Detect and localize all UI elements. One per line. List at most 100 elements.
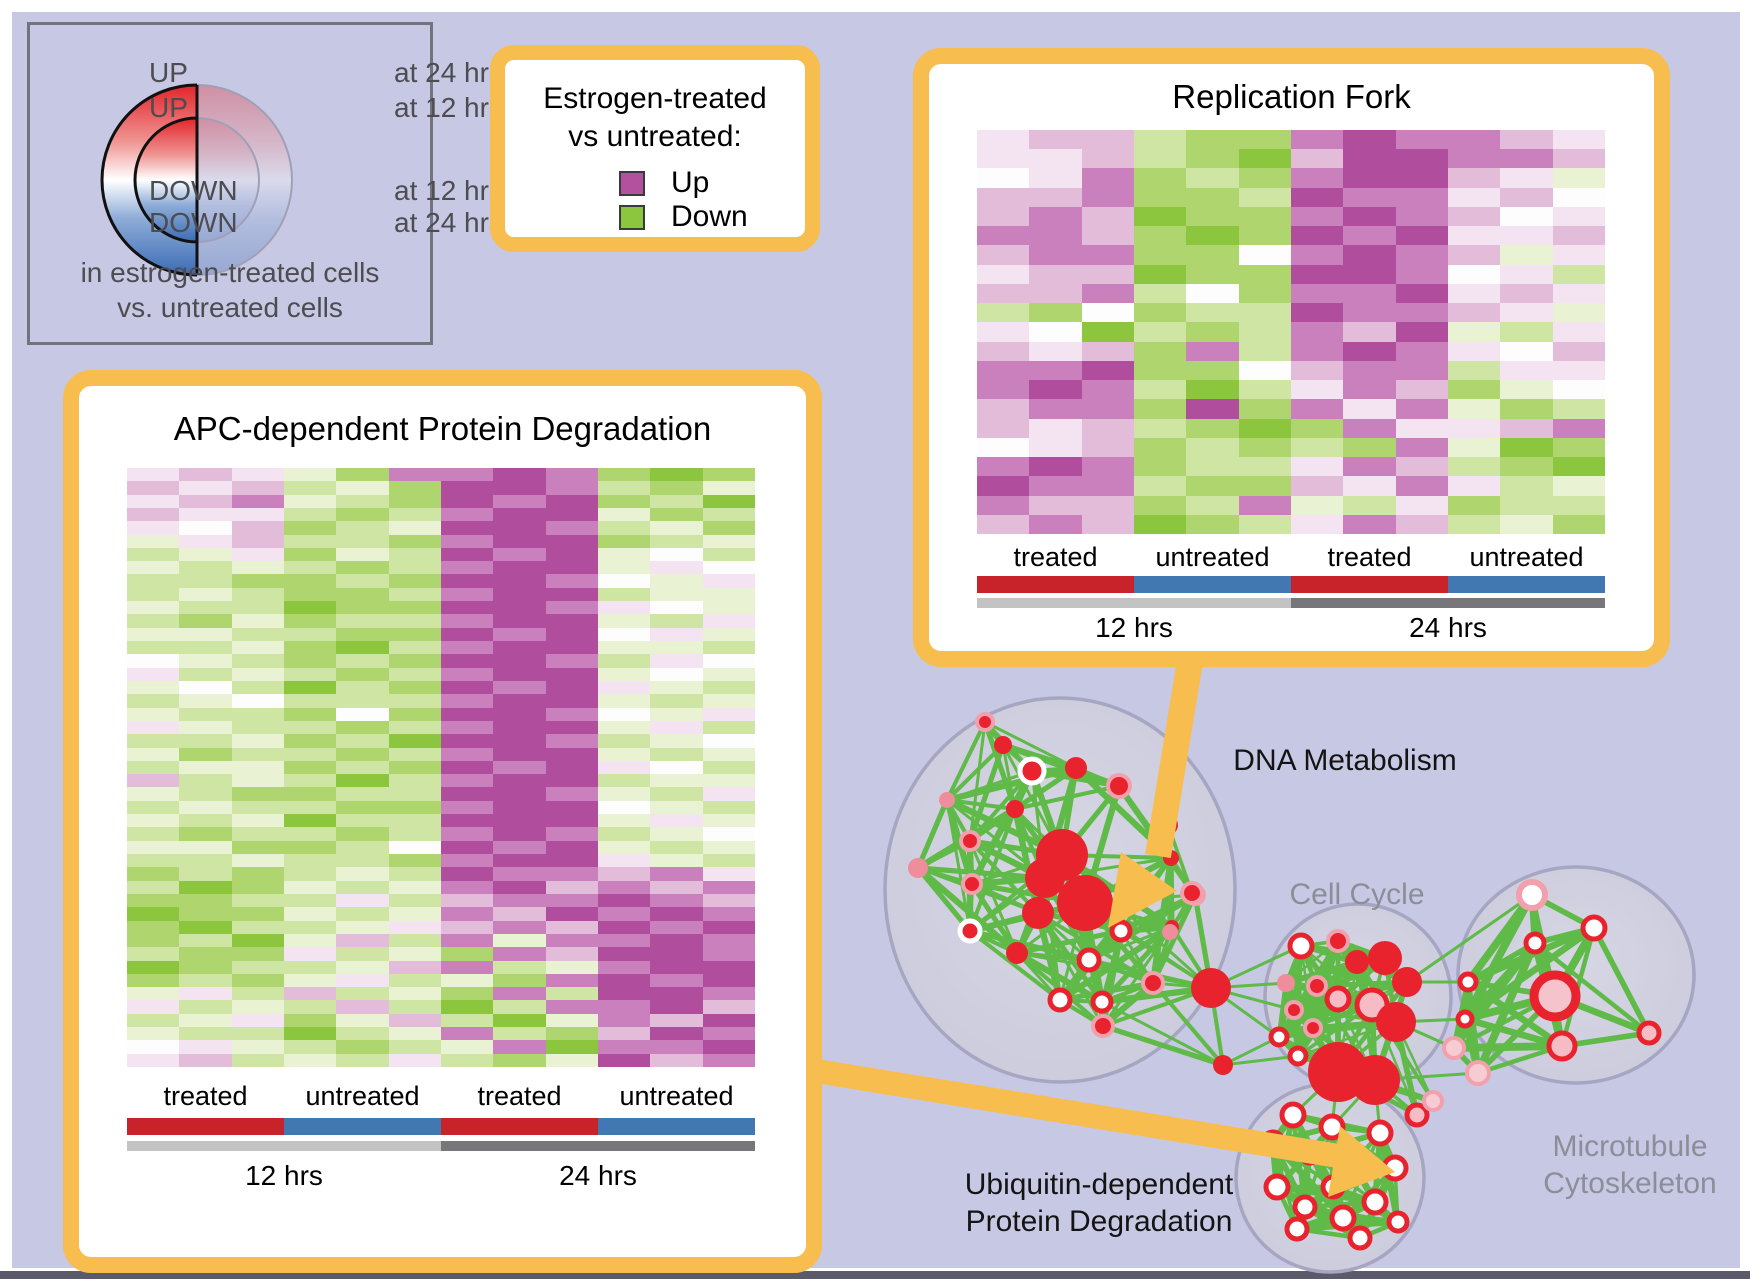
heatmap-cell (388, 987, 441, 1001)
heatmap-cell (702, 747, 755, 761)
heatmap-cell (650, 747, 703, 761)
gene-node-ring (1109, 919, 1133, 943)
heatmap-cell (1290, 380, 1344, 400)
heatmap-cell (127, 587, 180, 602)
heatmap-cell (1343, 322, 1396, 342)
heatmap-cell (440, 973, 494, 988)
edge (1406, 893, 1533, 984)
heatmap-cell (179, 1053, 232, 1067)
heatmap-cell (1395, 283, 1448, 304)
heatmap-cell (597, 920, 651, 934)
heatmap-cell (1133, 476, 1187, 496)
heatmap-cell (283, 933, 337, 948)
gene-node-palering (1422, 1090, 1444, 1112)
heatmap-cell (977, 226, 1030, 246)
heatmap-cell (977, 380, 1030, 400)
heatmap-cell (1395, 206, 1448, 227)
heatmap-cell (597, 1040, 651, 1054)
gene-node-ring (1455, 1009, 1475, 1029)
gene-node-solid (1345, 950, 1369, 974)
heatmap-cell (493, 840, 546, 855)
heatmap-cell (127, 747, 180, 761)
gene-node-solid (1057, 875, 1113, 931)
heatmap-cell (388, 667, 441, 681)
heatmap-cell (179, 561, 232, 575)
heatmap-cell (1447, 457, 1501, 477)
heatmap-cell (1186, 303, 1239, 323)
heatmap-cell (388, 827, 441, 841)
heatmap-cell (650, 1053, 703, 1067)
edge (1222, 1054, 1299, 1067)
heatmap-cell (1290, 457, 1344, 477)
heatmap-cell (127, 574, 180, 588)
heatmap-cell (977, 476, 1030, 496)
gene-node-solid (994, 736, 1012, 754)
edge (1591, 926, 1652, 1035)
heatmap-cell (650, 627, 703, 642)
legend-dir-label: DOWN (149, 207, 238, 238)
heatmap-cell (1290, 399, 1344, 419)
heatmap-cell (179, 534, 232, 548)
heatmap-cell (231, 827, 284, 841)
heatmap-cell (493, 880, 546, 894)
heatmap-cell (127, 947, 180, 961)
heatmap-cell (127, 720, 180, 735)
heatmap-cell (702, 880, 755, 894)
heatmap-cell (650, 507, 703, 522)
heatmap-cell (440, 787, 494, 801)
heatmap-cell (650, 561, 703, 575)
heatmap-cell (127, 840, 180, 855)
heatmap-cell (231, 627, 284, 642)
heatmap-cell (597, 827, 651, 841)
heatmap-cell (336, 1000, 389, 1014)
heatmap-cell (545, 694, 598, 708)
heatmap-cell (597, 481, 651, 495)
heatmap-cell (1552, 149, 1605, 169)
heatmap-cell (336, 641, 389, 655)
heatmap-cell (702, 680, 755, 695)
heatmap-cell (1552, 168, 1605, 188)
gene-node-halo (1141, 971, 1165, 995)
heatmap-cell (388, 867, 441, 881)
heatmap-cell (650, 720, 703, 735)
heatmap-cell (1081, 130, 1134, 150)
heatmap-cell (597, 947, 651, 961)
heatmap-cell (493, 933, 546, 948)
heatmap-cell (650, 787, 703, 801)
legend-footer-line1: in estrogen-treated cells (80, 257, 380, 288)
heatmap-cell (493, 507, 546, 522)
figure-bottom-border (0, 1271, 1750, 1279)
heatmap-cell (1395, 514, 1448, 534)
heatmap-cell (545, 707, 598, 721)
heatmap-cell (1290, 495, 1344, 515)
replication-fork-title: Replication Fork (1172, 78, 1411, 115)
heatmap-cell (1081, 514, 1134, 534)
heatmap-cell (127, 601, 180, 615)
heatmap-cell (1081, 341, 1134, 361)
heatmap-cell (388, 1013, 441, 1028)
heatmap-cell (127, 694, 180, 708)
heatmap-cell (597, 814, 651, 828)
heatmap-cell (493, 1013, 546, 1028)
heatmap-cell (1081, 476, 1134, 496)
heatmap-cell (702, 800, 755, 815)
heatmap-cell (1343, 226, 1396, 246)
gene-node-solid (1006, 942, 1028, 964)
heatmap-cell (179, 481, 232, 495)
heatmap-cell (977, 457, 1030, 477)
heatmap-cell (702, 854, 755, 868)
heatmap-cell (1552, 206, 1605, 227)
heatmap-cell (388, 641, 441, 655)
heatmap-cell (1395, 495, 1448, 515)
heatmap-cell (1500, 380, 1553, 400)
heatmap-cell (388, 947, 441, 961)
heatmap-cell (127, 787, 180, 801)
edge (946, 764, 1077, 804)
gene-node-pinkring (1516, 879, 1548, 911)
heatmap-cell (336, 747, 389, 761)
heatmap-cell (388, 627, 441, 642)
heatmap-cell (1343, 149, 1396, 169)
heatmap-cell (1029, 187, 1082, 207)
heatmap-cell (1552, 226, 1605, 246)
